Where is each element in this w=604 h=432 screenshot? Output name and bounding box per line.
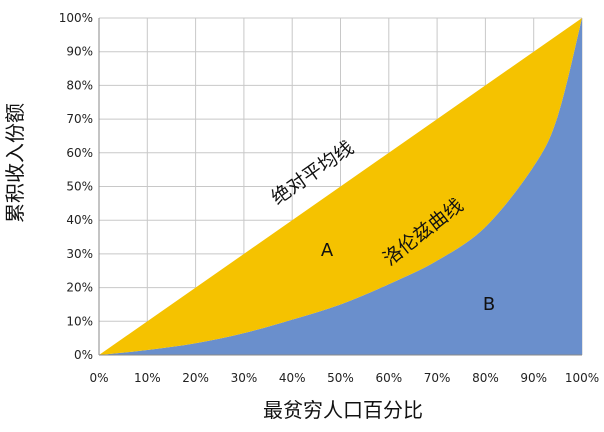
x-tick-label: 70% [424,371,451,385]
x-tick-label: 100% [565,371,599,385]
y-tick-label: 10% [66,314,93,328]
area-a-fill [99,18,582,355]
x-tick-label: 90% [520,371,547,385]
y-tick-label: 60% [66,146,93,160]
x-axis-title: 最贫穷人口百分比 [263,398,423,422]
area-b-fill [99,18,582,355]
x-tick-label: 20% [182,371,209,385]
x-tick-label: 50% [327,371,354,385]
y-tick-label: 40% [66,213,93,227]
y-axis-title: 累积收入份额 [3,103,27,223]
y-tick-label: 0% [74,348,93,362]
y-tick-label: 100% [59,11,93,25]
axes [98,18,582,356]
area-b-label: B [483,294,495,315]
y-tick-label: 70% [66,112,93,126]
y-tick-label: 30% [66,247,93,261]
x-tick-label: 0% [89,371,108,385]
y-tick-label: 80% [66,78,93,92]
area-a-label: A [321,240,334,261]
x-tick-label: 30% [231,371,258,385]
y-tick-label: 50% [66,180,93,194]
y-tick-label: 20% [66,281,93,295]
x-tick-label: 60% [375,371,402,385]
x-tick-label: 40% [279,371,306,385]
x-tick-label: 10% [134,371,161,385]
tick-labels: 0% 10% 20% 30% 40% 50% 60% 70% 80% 90% 100% 0% 10% 20… [59,11,599,385]
x-tick-label: 80% [472,371,499,385]
y-tick-label: 90% [66,45,93,59]
